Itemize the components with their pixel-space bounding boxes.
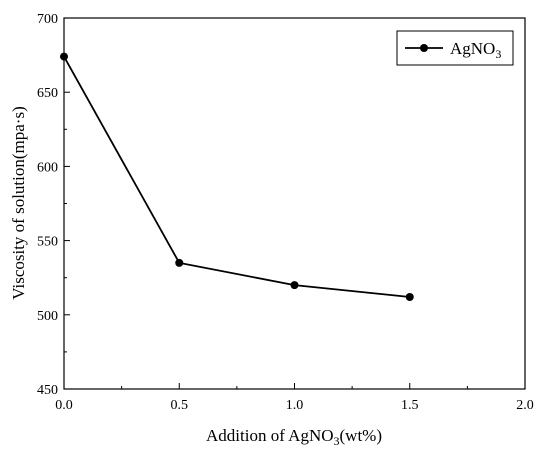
legend: AgNO3 <box>396 30 514 66</box>
legend-marker <box>420 44 428 52</box>
x-tick-label: 0.5 <box>171 398 189 413</box>
y-tick-label: 550 <box>37 235 58 250</box>
x-axis-title-prefix: Addition of AgNO <box>206 426 334 445</box>
x-axis: 0.0 0.5 1.0 1.5 2.0 <box>55 383 534 413</box>
plot-frame <box>63 17 526 390</box>
legend-label: AgNO3 <box>450 39 501 61</box>
x-tick-label: 1.0 <box>286 398 304 413</box>
data-point <box>175 258 184 267</box>
y-axis: 450 500 550 600 650 700 <box>37 12 70 398</box>
legend-label-subscript: 3 <box>495 47 501 61</box>
x-axis-title: Addition of AgNO3(wt%) <box>206 426 382 448</box>
x-tick-label: 0.0 <box>55 398 73 413</box>
y-tick-label: 700 <box>37 12 58 27</box>
y-tick-label: 600 <box>37 160 58 175</box>
x-axis-title-suffix: (wt%) <box>340 426 382 445</box>
data-point <box>290 281 299 290</box>
y-tick-label: 450 <box>37 383 58 398</box>
data-point <box>60 52 68 61</box>
x-tick-label: 2.0 <box>516 398 534 413</box>
y-tick-label: 650 <box>37 86 58 101</box>
y-axis-title: Viscosity of solution(mpa·s) <box>9 106 28 300</box>
x-tick-label: 1.5 <box>401 398 419 413</box>
series-layer <box>60 52 414 301</box>
data-point <box>405 292 414 301</box>
series-line <box>63 56 410 298</box>
y-tick-label: 500 <box>37 309 58 324</box>
legend-label-main: AgNO <box>450 39 495 58</box>
x-axis-title-subscript: 3 <box>334 434 340 448</box>
